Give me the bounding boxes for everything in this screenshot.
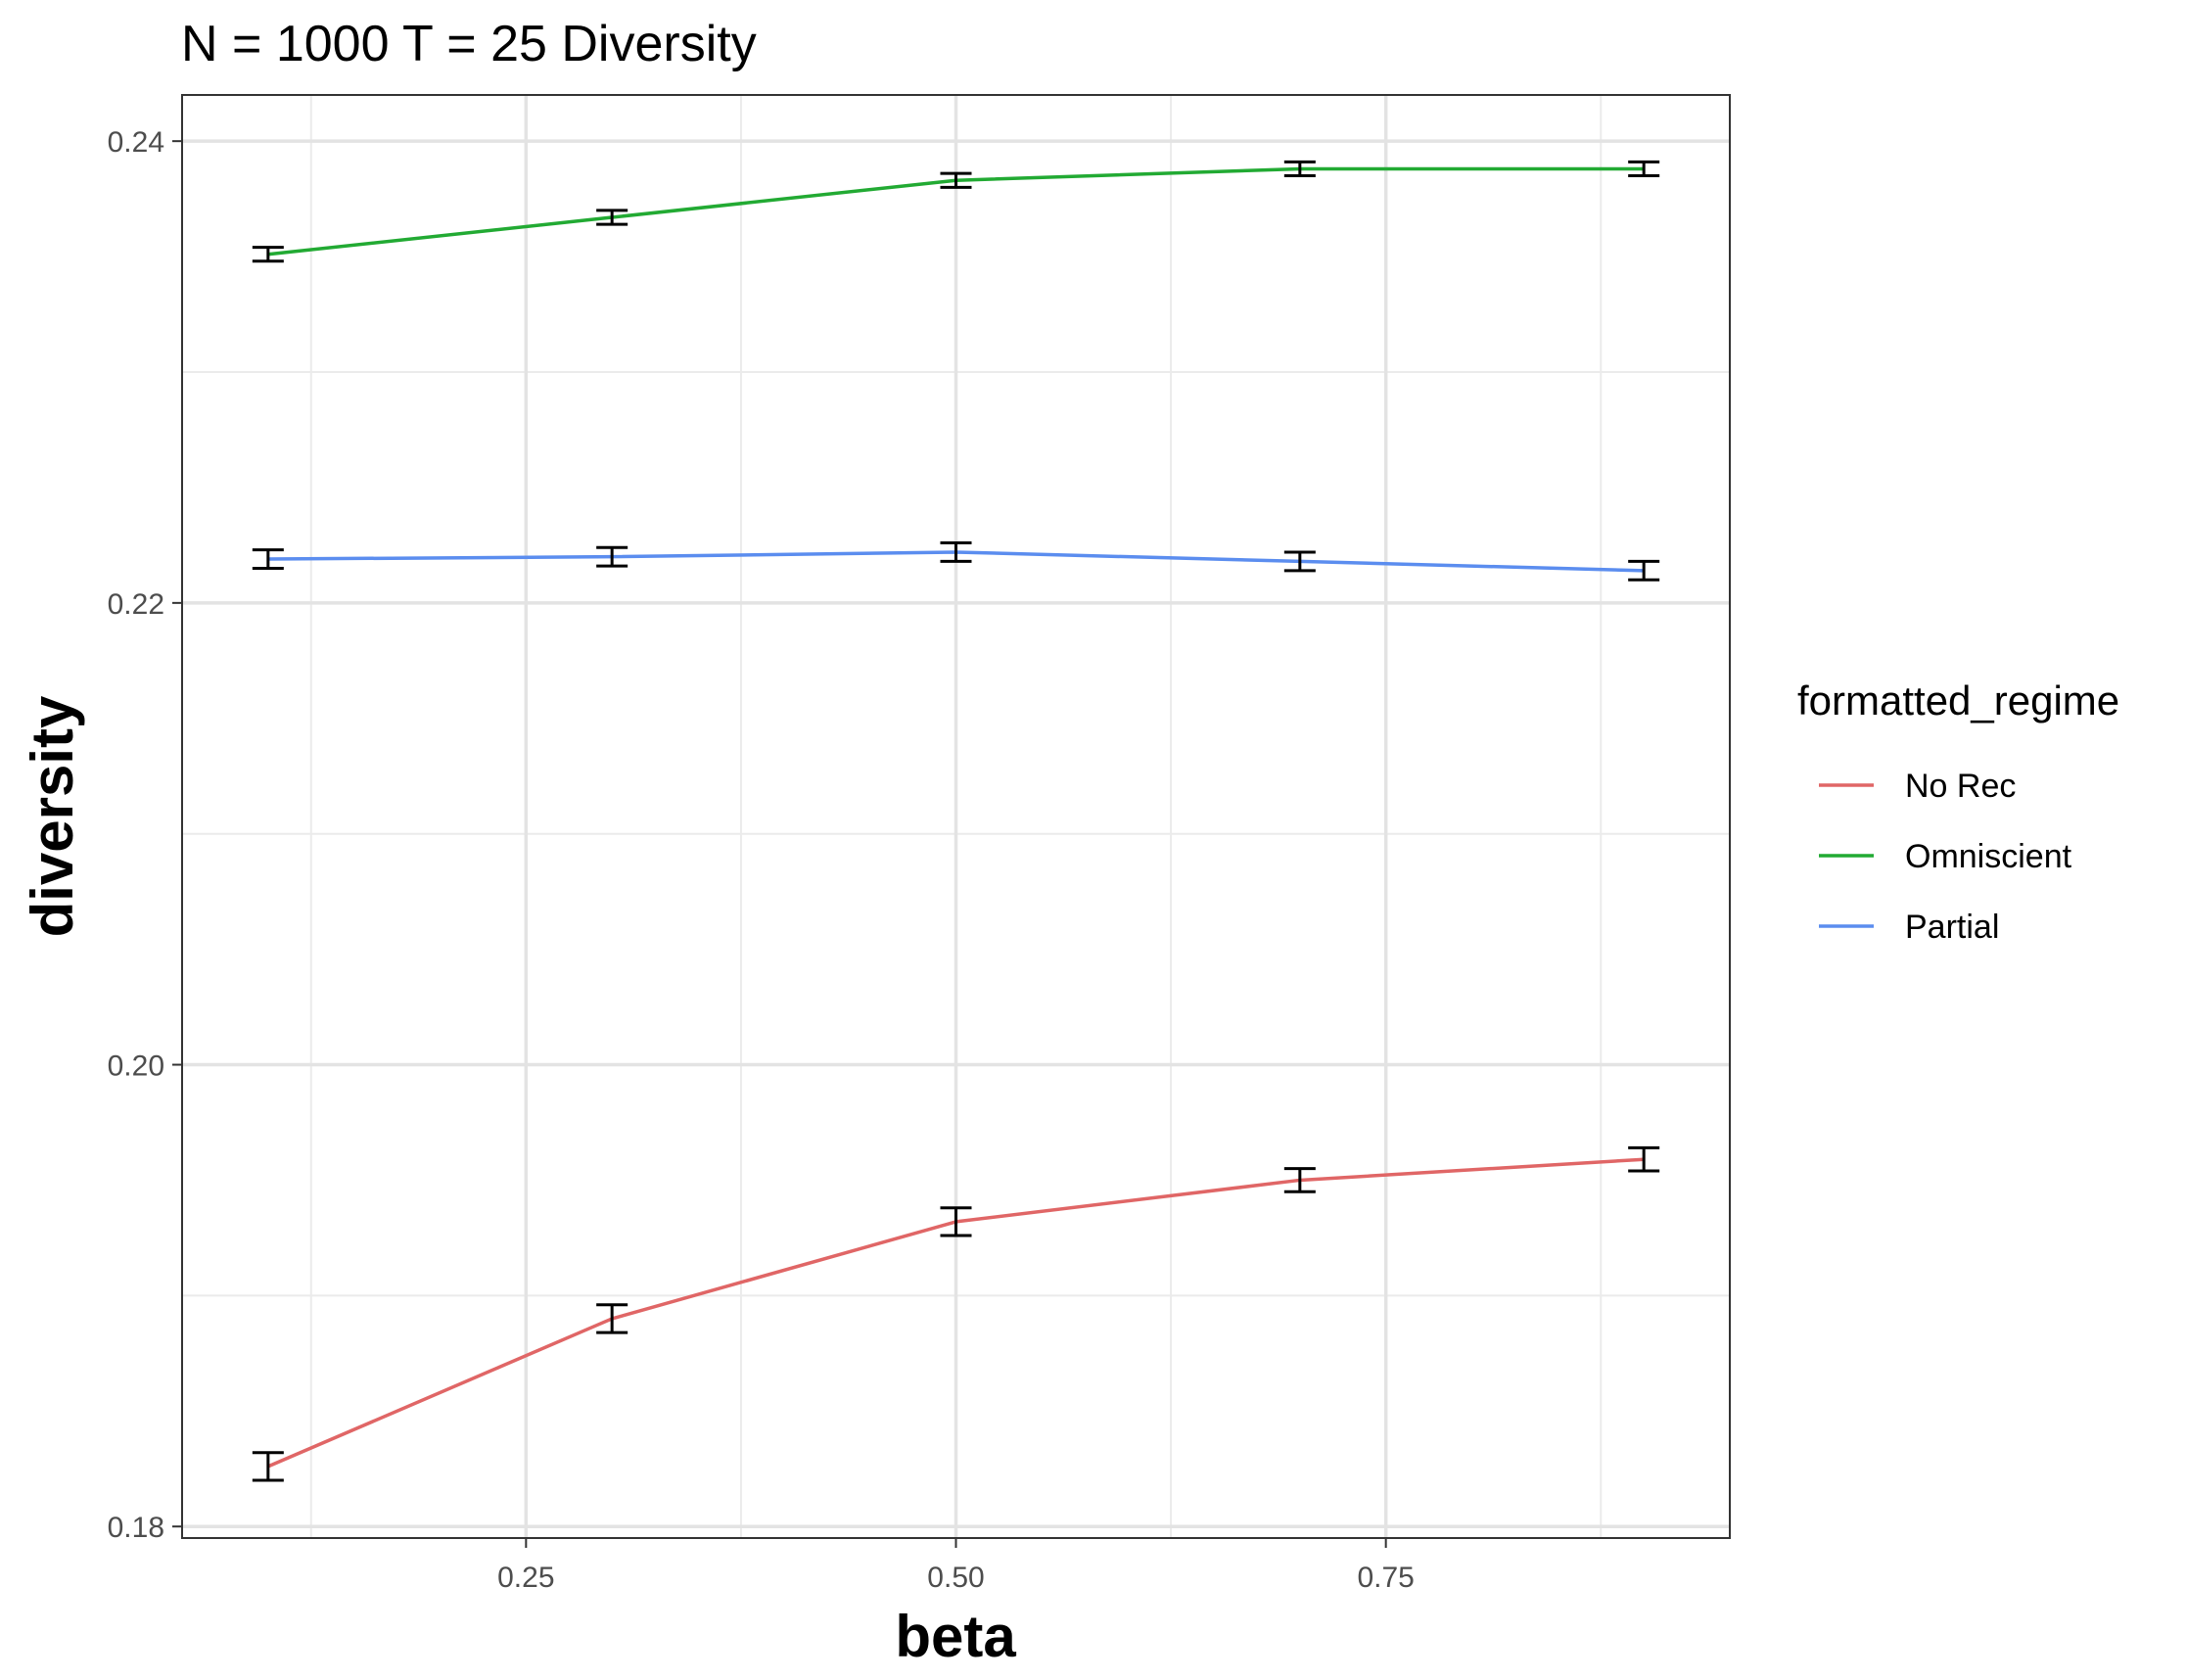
chart-title: N = 1000 T = 25 Diversity <box>181 16 757 72</box>
error-bar-omniscient-2 <box>940 171 972 189</box>
error-bar-partial-2 <box>940 541 972 563</box>
y-axis-title: diversity <box>20 695 85 937</box>
legend-item-omniscient: Omniscient <box>1819 838 2072 875</box>
legend-item-no-rec: No Rec <box>1819 768 2016 805</box>
x-tick-label-0: 0.25 <box>497 1562 554 1594</box>
error-bar-omniscient-0 <box>252 246 284 263</box>
legend-label-omniscient: Omniscient <box>1905 838 2072 875</box>
y-tick-label-2: 0.22 <box>108 588 164 621</box>
error-bar-no-rec-4 <box>1628 1145 1660 1173</box>
legend-label-no-rec: No Rec <box>1905 768 2016 805</box>
legend-label-partial: Partial <box>1905 909 1999 946</box>
error-bar-omniscient-1 <box>596 209 628 226</box>
legend: formatted_regime No Rec Omniscient Partial <box>1797 677 2119 946</box>
error-bar-no-rec-2 <box>940 1206 972 1237</box>
error-bar-partial-4 <box>1628 559 1660 582</box>
grid-major <box>182 95 1730 1538</box>
error-bar-omniscient-3 <box>1283 160 1316 178</box>
x-axis: 0.25 0.50 0.75 <box>497 1538 1415 1594</box>
error-bar-no-rec-3 <box>1283 1167 1316 1193</box>
error-bar-no-rec-0 <box>252 1451 284 1482</box>
error-bar-partial-3 <box>1283 550 1316 573</box>
legend-title: formatted_regime <box>1797 677 2119 723</box>
error-bars <box>252 160 1660 1482</box>
legend-item-partial: Partial <box>1819 909 1999 946</box>
y-tick-label-1: 0.20 <box>108 1050 164 1083</box>
y-tick-label-3: 0.24 <box>108 126 164 159</box>
error-bar-partial-1 <box>596 545 628 568</box>
x-tick-label-1: 0.50 <box>927 1562 984 1594</box>
y-tick-label-0: 0.18 <box>108 1512 164 1544</box>
error-bar-partial-0 <box>252 548 284 570</box>
x-tick-label-2: 0.75 <box>1357 1562 1414 1594</box>
x-axis-title: beta <box>895 1604 1016 1669</box>
error-bar-omniscient-4 <box>1628 160 1660 178</box>
y-axis: 0.18 0.20 0.22 0.24 <box>108 126 182 1544</box>
error-bar-no-rec-1 <box>596 1303 628 1334</box>
